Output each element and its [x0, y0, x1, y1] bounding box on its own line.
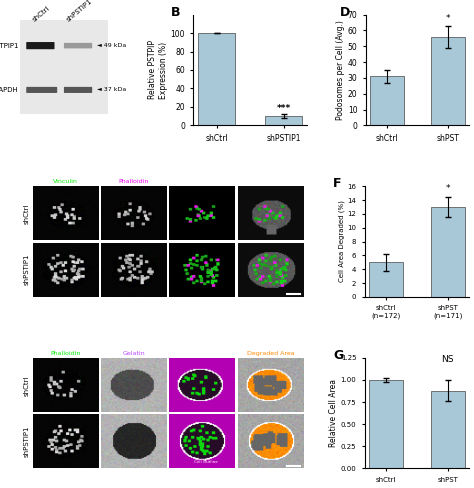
Bar: [199, 33, 235, 125]
Bar: [431, 37, 465, 125]
Title: Degraded Area: Degraded Area: [247, 351, 294, 356]
FancyBboxPatch shape: [64, 87, 92, 93]
FancyBboxPatch shape: [26, 87, 57, 93]
Text: shCtrl: shCtrl: [32, 4, 52, 22]
FancyBboxPatch shape: [26, 42, 55, 49]
Y-axis label: Cell Area Degraded (%): Cell Area Degraded (%): [338, 201, 345, 283]
Bar: [431, 207, 465, 297]
Text: shCtrl: shCtrl: [23, 375, 29, 396]
Title: Overlay: Overlay: [190, 180, 214, 184]
Text: ◄ 37 kDa: ◄ 37 kDa: [97, 87, 126, 92]
Text: shPSTIP1: shPSTIP1: [23, 425, 29, 457]
Text: shPSTIP1: shPSTIP1: [23, 253, 29, 285]
Bar: [371, 76, 404, 125]
Text: B: B: [171, 6, 180, 19]
Text: ◄ 49 kDa: ◄ 49 kDa: [97, 43, 126, 48]
Text: PSTPIP1: PSTPIP1: [0, 42, 19, 49]
Bar: [369, 263, 403, 297]
Text: NS: NS: [441, 355, 454, 364]
Bar: [431, 390, 465, 468]
Y-axis label: Podosomes per Cell (Avg.): Podosomes per Cell (Avg.): [336, 20, 345, 120]
Text: Cell Outline: Cell Outline: [193, 459, 217, 464]
Bar: [369, 380, 403, 468]
Text: shPSTIP1: shPSTIP1: [65, 0, 93, 22]
Text: G: G: [333, 349, 344, 362]
Text: ***: ***: [276, 104, 291, 113]
Bar: [265, 116, 302, 125]
Text: *: *: [446, 184, 450, 193]
Bar: [20, 20, 108, 114]
Text: shCtrl: shCtrl: [23, 203, 29, 224]
Text: *: *: [446, 14, 450, 22]
Text: GAPDH: GAPDH: [0, 87, 19, 93]
Y-axis label: Relative PSTPIP
Expression (%): Relative PSTPIP Expression (%): [148, 41, 168, 100]
Title: Overlay + DIC: Overlay + DIC: [248, 180, 293, 184]
Text: F: F: [333, 177, 342, 190]
FancyBboxPatch shape: [64, 43, 92, 48]
Y-axis label: Relative Cell Area: Relative Cell Area: [329, 379, 338, 447]
Title: Phalloidin: Phalloidin: [50, 351, 81, 356]
Title: Vinculin: Vinculin: [53, 180, 78, 184]
Title: Gelatin: Gelatin: [122, 351, 145, 356]
Title: Overlay: Overlay: [190, 351, 214, 356]
Title: Phalloidin: Phalloidin: [118, 180, 149, 184]
Text: D: D: [340, 6, 350, 19]
